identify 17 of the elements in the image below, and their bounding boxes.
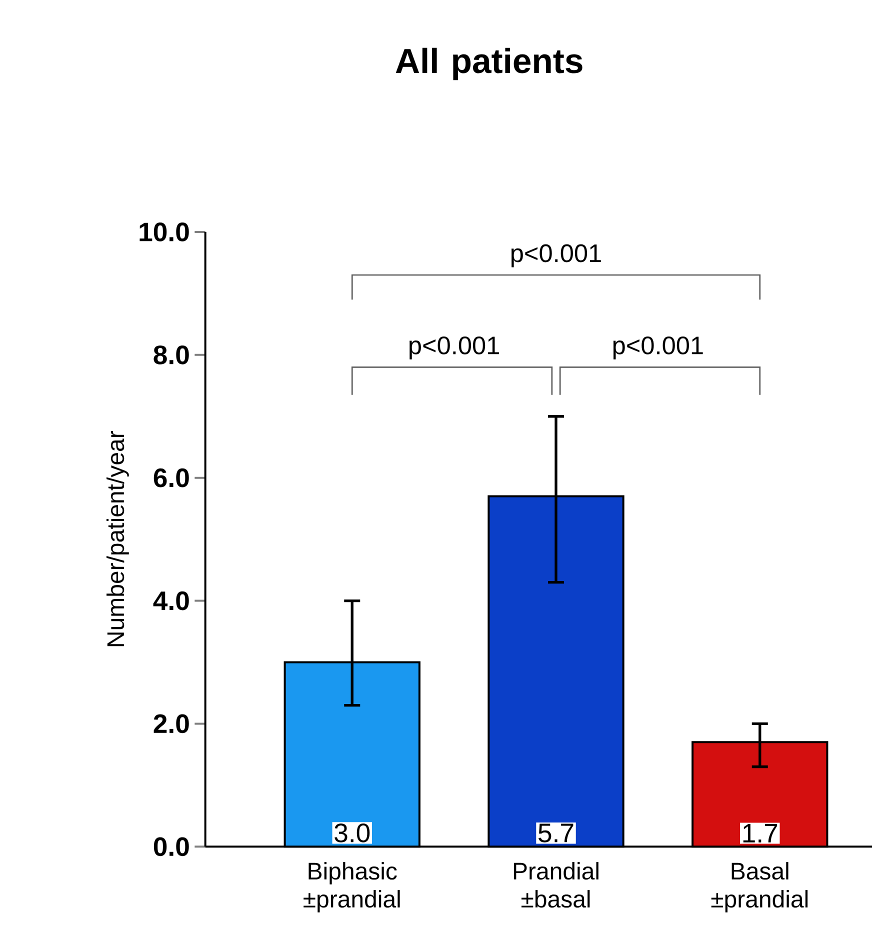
data-label: 5.7 [538,824,574,842]
data-label: 3.0 [334,824,370,842]
annotation: p<0.001 [410,336,499,360]
annotation: p<0.001 [613,336,703,360]
y-tick-label: 8.0 [154,345,189,364]
y-tick-label: 0.0 [154,837,189,856]
y-tick-label: 6.0 [154,468,189,488]
chart-title: All patients [396,48,582,80]
y-axis-title: Number/patient/year [106,431,129,646]
annotation: p<0.001 [511,244,601,268]
y-tick-label: 2.0 [154,714,189,734]
y-tick-label: 4.0 [153,591,189,610]
x-tick-label: Basal ±prandial [711,862,808,912]
y-tick-label: 10.0 [140,222,189,242]
x-tick-label: Prandial ±basal [514,862,598,908]
x-tick-label: Biphasic ±prandial [304,862,400,912]
data-label: 1.7 [743,824,778,842]
